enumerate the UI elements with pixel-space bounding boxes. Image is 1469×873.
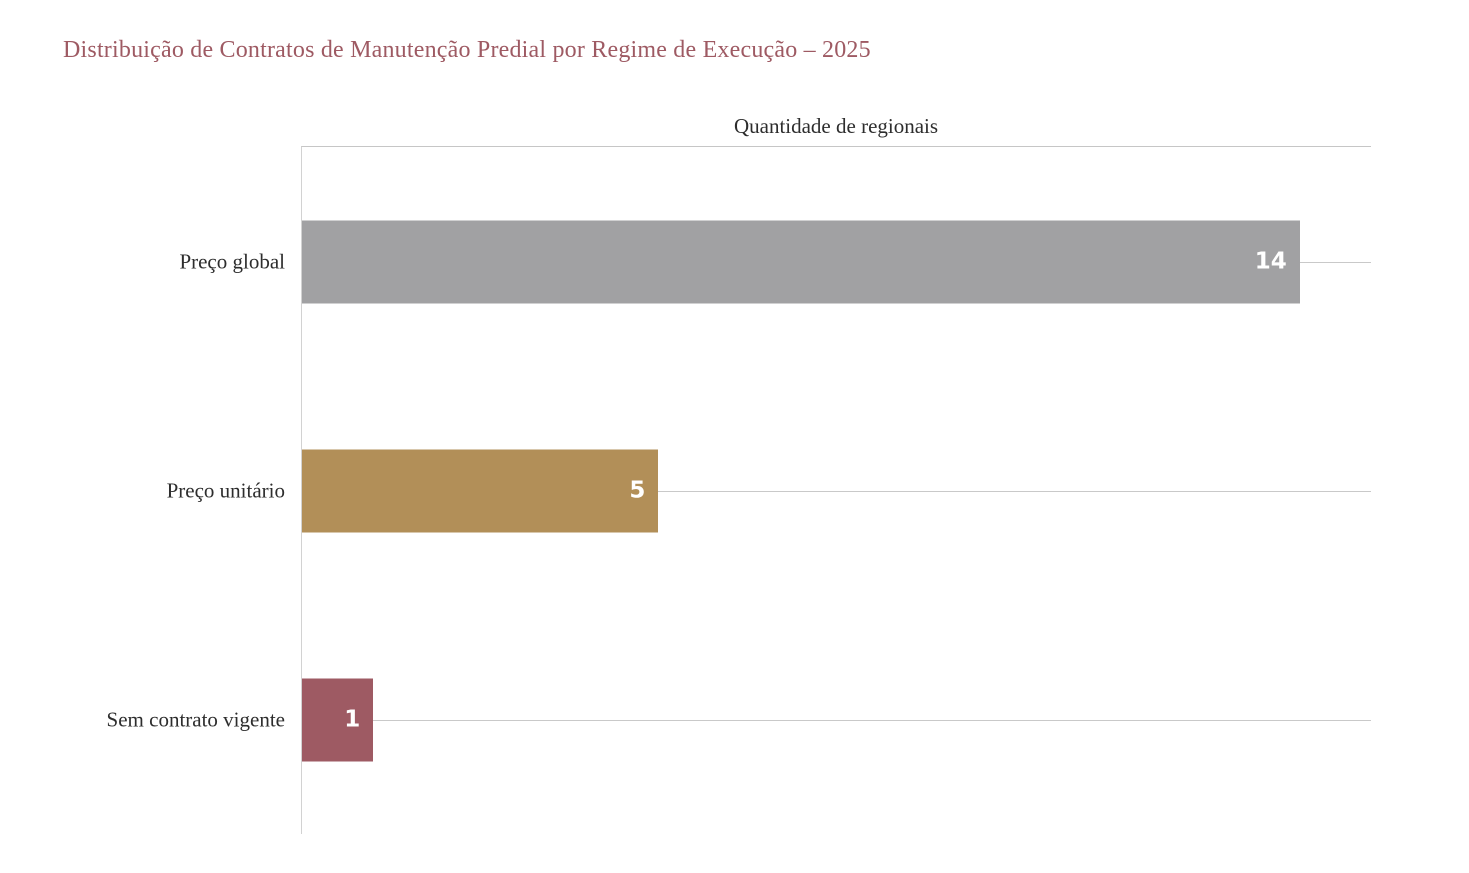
- bar: 1: [302, 678, 374, 761]
- gridline: [302, 490, 1371, 492]
- bar: 5: [302, 449, 659, 532]
- chart-title: Distribuição de Contratos de Manutenção …: [63, 37, 871, 63]
- chart-row: 1 Sem contrato vigente: [107, 605, 1371, 834]
- bar-value-label: 5: [629, 477, 646, 503]
- category-label: Preço global: [179, 249, 285, 273]
- plot-area: 14 Preço global 5 Preço unitário 1 Sem contra…: [107, 146, 1371, 834]
- bar-value-label: 1: [344, 706, 361, 732]
- bar-value-label: 14: [1254, 248, 1287, 274]
- x-axis-title: Quantidade de regionais: [733, 114, 939, 138]
- category-label: Preço unitário: [166, 478, 285, 502]
- chart-row: 14 Preço global: [179, 147, 1371, 376]
- gridline: [302, 719, 1371, 721]
- bar: 14: [302, 220, 1300, 303]
- category-label: Sem contrato vigente: [106, 707, 285, 731]
- chart-row: 5 Preço unitário: [167, 376, 1371, 605]
